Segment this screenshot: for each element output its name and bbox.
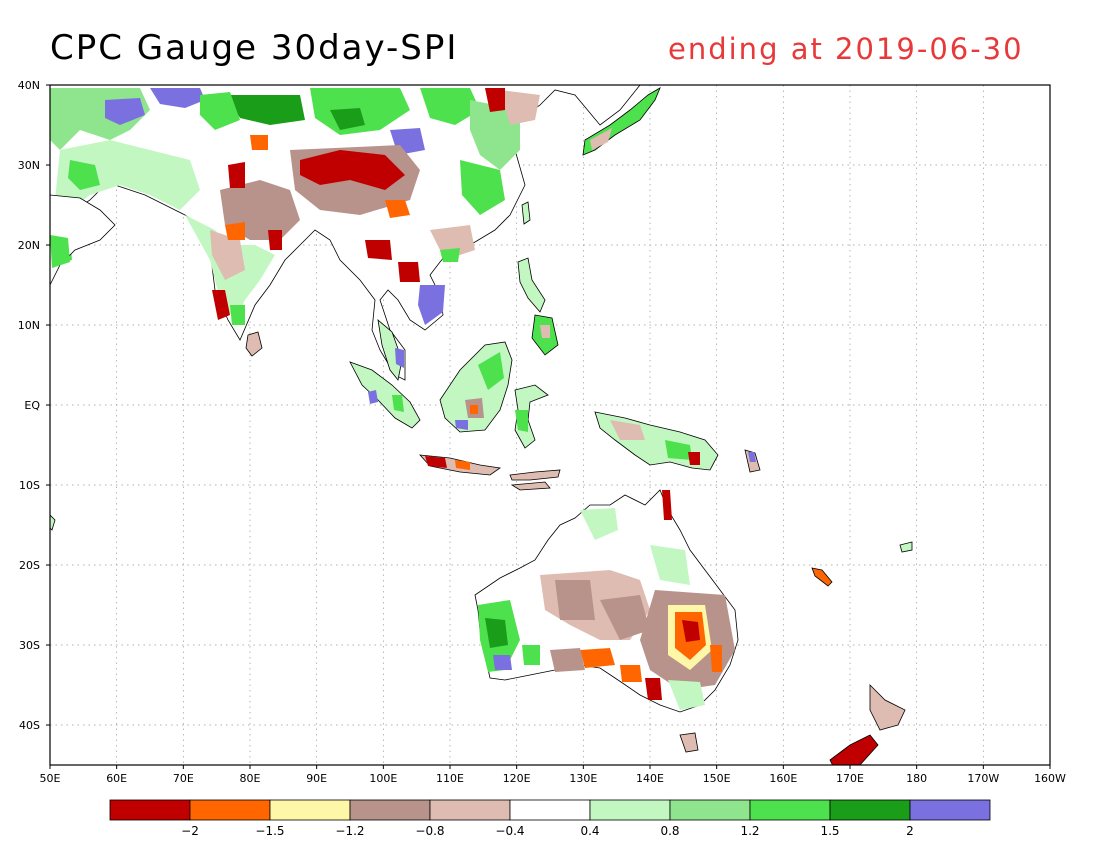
legend-label: −1.5 — [255, 824, 284, 838]
lat-tick-label: 10S — [19, 479, 40, 492]
lon-tick-label: 140E — [636, 772, 664, 785]
legend-swatch — [589, 799, 671, 821]
malay-peninsula — [377, 318, 403, 381]
legend-swatch — [669, 799, 751, 821]
precipitation-field — [50, 85, 913, 765]
sri-lanka — [245, 331, 263, 357]
color-legend: −2 −1.5 −1.2 −0.8 −0.4 0.4 0.8 1.2 1.5 2 — [109, 799, 991, 838]
lat-tick-label: EQ — [24, 399, 40, 412]
legend-label: −0.4 — [495, 824, 524, 838]
lon-tick-label: 180 — [906, 772, 927, 785]
lon-tick-label: 50E — [40, 772, 61, 785]
sumatra — [349, 361, 421, 429]
lon-tick-label: 80E — [240, 772, 261, 785]
legend-label: −0.8 — [415, 824, 444, 838]
legend-swatch — [909, 799, 991, 821]
legend-label: 0.8 — [660, 824, 679, 838]
legend-label: 2 — [906, 824, 914, 838]
legend-swatch — [829, 799, 911, 821]
legend-swatch — [269, 799, 351, 821]
lon-tick-label: 120E — [503, 772, 531, 785]
tasmania — [679, 732, 699, 753]
lon-tick-label: 170W — [967, 772, 999, 785]
legend-label: 1.5 — [820, 824, 839, 838]
legend-label: −1.2 — [335, 824, 364, 838]
java — [419, 454, 561, 491]
philippines — [517, 257, 559, 356]
longitude-labels: 50E 60E 70E 80E 90E 100E 110E 120E 130E 140E 150E 1… — [40, 765, 1066, 785]
lon-tick-label: 100E — [369, 772, 397, 785]
lon-tick-label: 150E — [703, 772, 731, 785]
taiwan — [521, 201, 531, 225]
new-guinea — [594, 411, 719, 471]
legend-label: 0.4 — [580, 824, 599, 838]
lon-tick-label: 130E — [569, 772, 597, 785]
legend-swatch — [349, 799, 431, 821]
lat-tick-label: 30N — [18, 159, 40, 172]
legend-label: −2 — [181, 824, 199, 838]
lat-tick-label: 20N — [18, 239, 40, 252]
map-subtitle-date: ending at 2019-06-30 — [668, 32, 1024, 66]
lat-tick-label: 20S — [19, 559, 40, 572]
madagascar-edge — [50, 514, 56, 531]
lon-tick-label: 70E — [173, 772, 194, 785]
borneo — [439, 341, 513, 433]
legend-swatch — [429, 799, 511, 821]
australia — [474, 489, 739, 713]
new-zealand — [829, 684, 906, 765]
lat-tick-label: 30S — [19, 639, 40, 652]
legend-swatch — [509, 799, 591, 821]
new-caledonia — [811, 567, 833, 587]
lon-tick-label: 110E — [436, 772, 464, 785]
legend-swatch — [189, 799, 271, 821]
lon-tick-label: 60E — [106, 772, 127, 785]
lon-tick-label: 160W — [1034, 772, 1066, 785]
legend-swatch — [109, 799, 191, 821]
lat-tick-label: 10N — [18, 319, 40, 332]
fiji — [899, 541, 913, 553]
map-frame — [49, 84, 1051, 766]
legend-label: 1.2 — [740, 824, 759, 838]
legend-swatch — [749, 799, 831, 821]
asia-landmass — [50, 85, 641, 381]
lat-tick-label: 40S — [19, 719, 40, 732]
map-title: CPC Gauge 30day-SPI — [50, 28, 459, 68]
lat-tick-label: 40N — [18, 79, 40, 92]
lon-tick-label: 90E — [306, 772, 327, 785]
latitude-labels: 40N 30N 20N 10N EQ 10S 20S 30S 40S — [18, 79, 50, 732]
lon-tick-label: 170E — [836, 772, 864, 785]
lon-tick-label: 160E — [769, 772, 797, 785]
